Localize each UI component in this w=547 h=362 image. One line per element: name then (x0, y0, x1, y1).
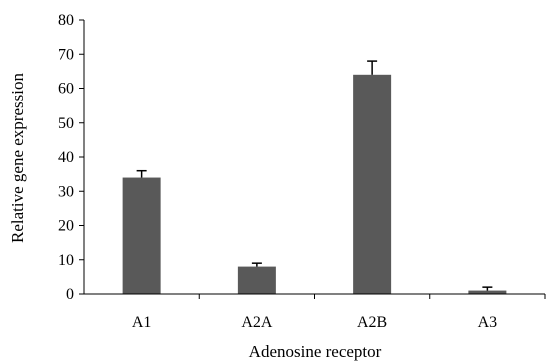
y-tick-label: 10 (58, 252, 74, 269)
y-tick-label: 50 (58, 115, 74, 132)
bar-a3 (468, 290, 507, 294)
y-axis-ticks: 0 10 20 30 40 50 60 70 80 (58, 12, 84, 303)
y-tick-label: 20 (58, 218, 74, 235)
bars-group (122, 74, 507, 294)
x-axis-ticks: A1 A2A A2B A3 (132, 294, 546, 331)
x-tick-label: A2A (241, 314, 273, 331)
bar-a2a (237, 266, 276, 294)
y-tick-label: 60 (58, 81, 74, 98)
x-axis-title: Adenosine receptor (249, 342, 382, 361)
y-tick-label: 80 (58, 12, 74, 29)
y-tick-label: 40 (58, 149, 74, 166)
y-tick-label: 0 (66, 286, 74, 303)
bar-a1 (122, 177, 161, 294)
x-tick-label: A3 (478, 314, 498, 331)
bar-a2b (353, 74, 392, 294)
x-tick-label: A1 (132, 314, 152, 331)
y-tick-label: 30 (58, 183, 74, 200)
y-tick-label: 70 (58, 46, 74, 63)
y-axis-title: Relative gene expression (8, 73, 27, 243)
x-tick-label: A2B (357, 314, 387, 331)
error-bars-group (136, 60, 493, 291)
